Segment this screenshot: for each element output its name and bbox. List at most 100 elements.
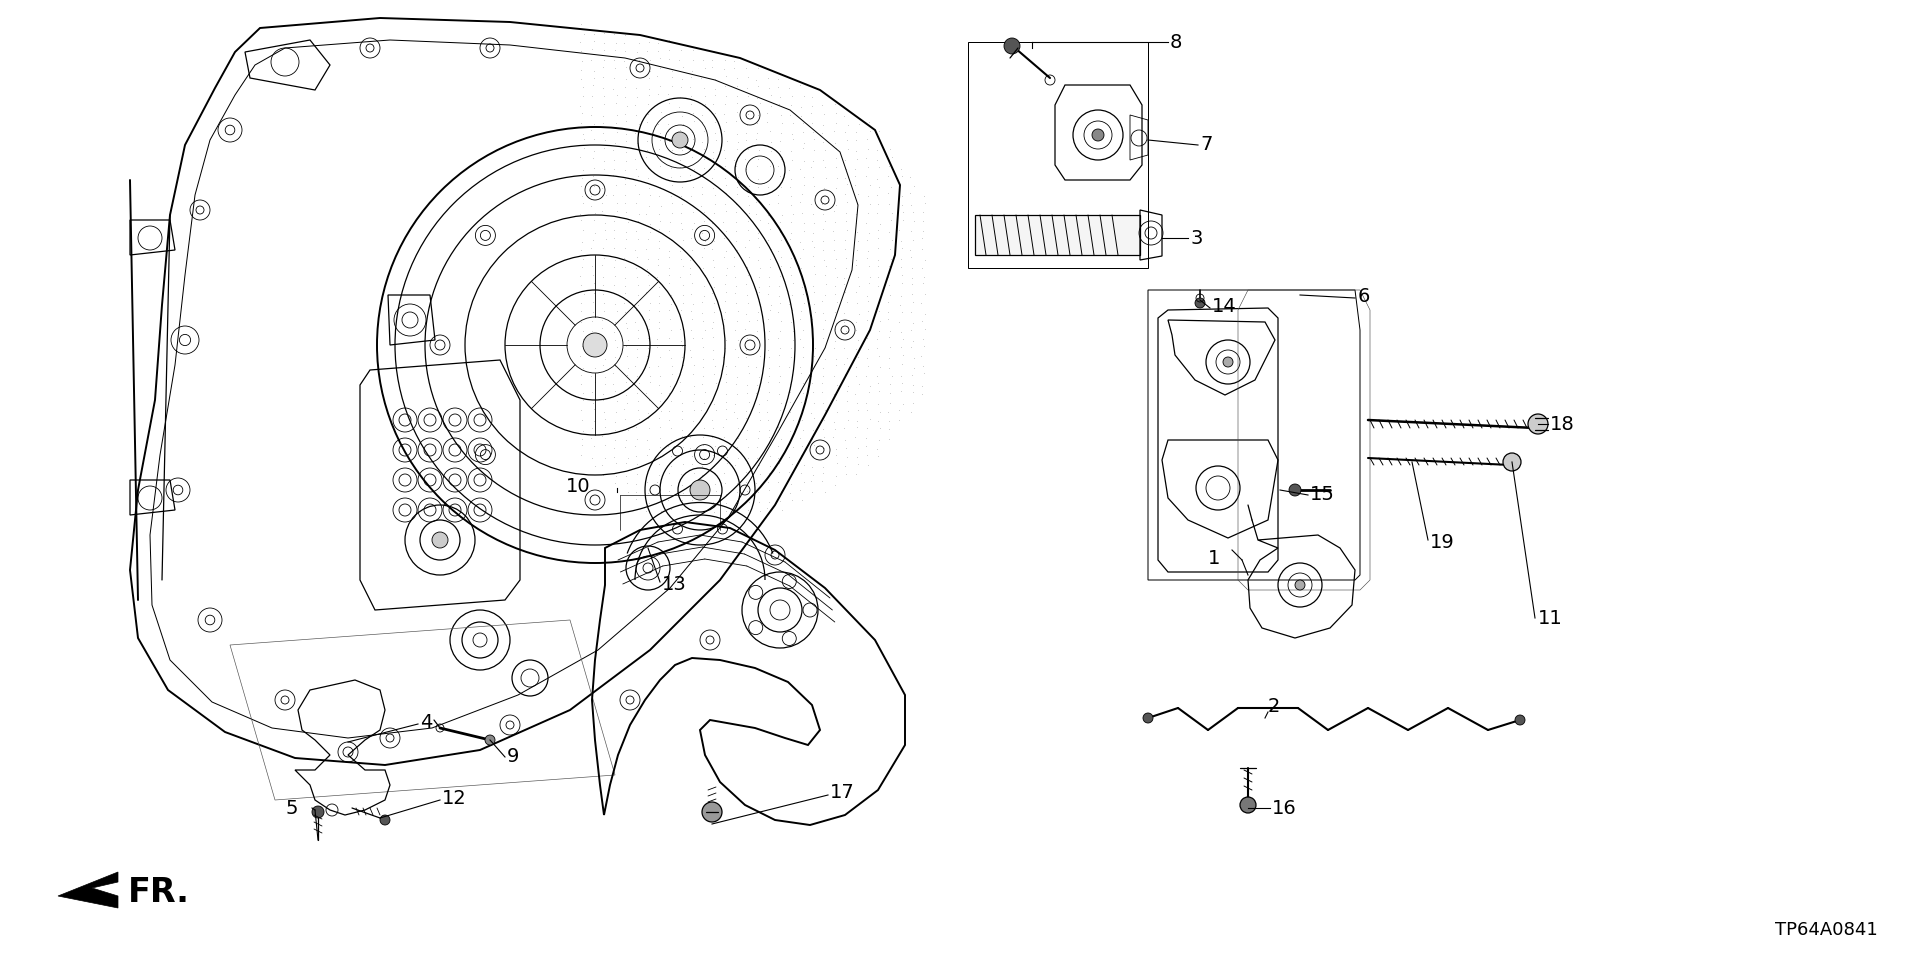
Point [766, 232, 797, 248]
Point [632, 126, 662, 141]
Point [611, 195, 641, 210]
Point [634, 70, 664, 85]
Point [851, 215, 881, 230]
Point [653, 342, 684, 357]
Point [789, 474, 820, 490]
Point [678, 357, 708, 372]
Point [743, 225, 774, 240]
Point [710, 503, 741, 518]
Point [687, 260, 718, 276]
Point [743, 340, 774, 355]
Point [755, 251, 785, 266]
Point [678, 421, 708, 437]
Point [687, 467, 718, 482]
Point [568, 331, 599, 347]
Point [722, 170, 753, 185]
Point [676, 312, 707, 327]
Point [799, 278, 829, 294]
Point [599, 449, 630, 465]
Point [710, 495, 741, 511]
Point [612, 321, 643, 336]
Point [566, 412, 597, 427]
Point [808, 421, 839, 437]
Point [789, 153, 820, 168]
Point [620, 260, 651, 276]
Point [708, 142, 739, 157]
Point [580, 34, 611, 49]
Point [678, 132, 708, 147]
Point [710, 53, 741, 68]
Point [645, 440, 676, 455]
Point [808, 153, 839, 168]
Point [829, 341, 860, 356]
Point [864, 432, 895, 447]
Point [876, 324, 906, 339]
Point [743, 269, 774, 284]
Point [664, 99, 695, 114]
Point [664, 252, 695, 267]
Point [755, 185, 785, 201]
Point [576, 314, 607, 329]
Point [576, 324, 607, 339]
Point [655, 378, 685, 394]
Point [676, 88, 707, 104]
Point [810, 313, 841, 328]
Point [634, 369, 664, 384]
Point [831, 117, 862, 132]
Point [895, 243, 925, 258]
Point [820, 115, 851, 131]
Point [718, 153, 749, 168]
Point [622, 90, 653, 106]
Point [664, 367, 695, 382]
Point [622, 135, 653, 151]
Point [876, 340, 906, 355]
Point [643, 257, 674, 273]
Point [689, 240, 720, 255]
Point [643, 411, 674, 426]
Point [611, 89, 641, 105]
Point [806, 98, 837, 113]
Point [697, 429, 728, 444]
Point [874, 241, 904, 256]
Point [841, 396, 872, 411]
Point [632, 231, 662, 247]
Point [732, 125, 762, 140]
Point [854, 378, 885, 394]
Point [910, 252, 941, 267]
Point [568, 251, 599, 266]
Point [632, 150, 662, 165]
Point [576, 88, 607, 104]
Point [799, 296, 829, 311]
Point [908, 188, 939, 204]
Point [620, 108, 651, 123]
Point [657, 78, 687, 93]
Point [566, 259, 597, 275]
Point [599, 240, 630, 255]
Point [668, 357, 699, 372]
Point [764, 288, 795, 303]
Point [753, 81, 783, 96]
Point [689, 88, 720, 104]
Point [689, 97, 720, 112]
Point [666, 302, 697, 318]
Point [653, 96, 684, 111]
Point [785, 394, 816, 409]
Point [643, 303, 674, 319]
Point [906, 260, 937, 276]
Point [678, 142, 708, 157]
Point [831, 384, 862, 399]
Point [743, 60, 774, 76]
Point [806, 384, 837, 399]
Point [645, 386, 676, 401]
Point [643, 377, 674, 393]
Point [710, 158, 741, 174]
Point [887, 276, 918, 291]
Point [601, 107, 632, 122]
Point [843, 457, 874, 472]
Point [722, 431, 753, 446]
Point [766, 126, 797, 141]
Point [764, 369, 795, 384]
Point [774, 162, 804, 178]
Point [641, 69, 672, 84]
Point [895, 169, 925, 184]
